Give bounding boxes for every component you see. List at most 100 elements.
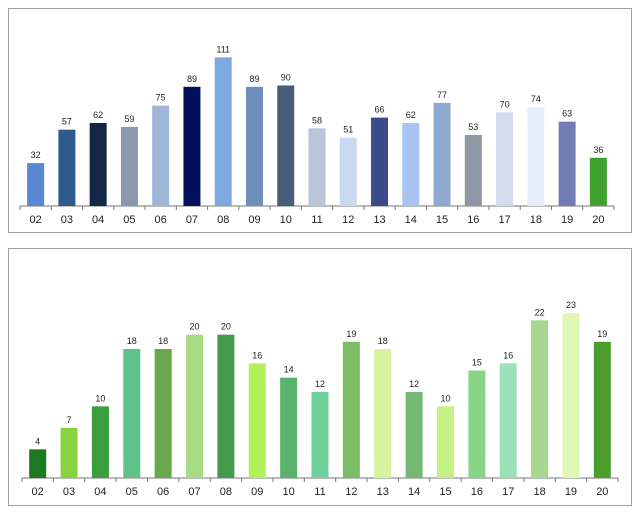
bar-11 <box>311 392 329 478</box>
data-label-14: 62 <box>406 110 416 120</box>
x-tick-label-02: 02 <box>30 214 42 226</box>
x-tick-label-14: 14 <box>405 214 417 226</box>
bar-20 <box>593 341 611 478</box>
x-tick-label-19: 19 <box>565 486 577 498</box>
data-label-04: 10 <box>95 393 105 403</box>
bar-12 <box>339 137 357 206</box>
bar-16 <box>468 370 486 478</box>
x-tick-label-17: 17 <box>502 486 514 498</box>
data-label-10: 90 <box>281 72 291 82</box>
bar-09 <box>248 363 266 478</box>
x-tick-label-15: 15 <box>436 214 448 226</box>
data-label-05: 18 <box>127 336 137 346</box>
data-label-20: 19 <box>597 329 607 339</box>
data-label-08: 111 <box>216 44 230 54</box>
x-tick-label-17: 17 <box>498 214 510 226</box>
bar-06 <box>152 105 170 206</box>
data-label-16: 53 <box>468 122 478 132</box>
data-label-03: 57 <box>62 117 72 127</box>
chart-panel-bottom: 4 02 7 03 10 04 18 05 18 06 20 07 20 08 16 09 14 10 12 11 19… <box>8 248 632 506</box>
data-label-14: 12 <box>409 379 419 389</box>
chart-panel-top: 32 02 57 03 62 04 59 05 75 06 89 07 111 08 89 09 90 10 58 1… <box>8 8 632 233</box>
data-label-04: 62 <box>93 110 103 120</box>
data-label-05: 59 <box>124 114 134 124</box>
x-tick-label-12: 12 <box>342 214 354 226</box>
data-label-12: 51 <box>343 125 353 135</box>
x-tick-label-16: 16 <box>467 214 479 226</box>
x-tick-label-20: 20 <box>592 214 604 226</box>
bar-chart-top: 32 02 57 03 62 04 59 05 75 06 89 07 111 08 89 09 90 10 58 1… <box>19 44 615 226</box>
bar-07 <box>183 86 201 206</box>
data-label-18: 74 <box>531 94 541 104</box>
x-tick-label-13: 13 <box>373 214 385 226</box>
x-tick-label-15: 15 <box>439 486 451 498</box>
data-label-13: 66 <box>375 105 385 115</box>
bar-19 <box>558 121 576 206</box>
x-tick-label-19: 19 <box>561 214 573 226</box>
bar-04 <box>89 122 107 206</box>
data-label-07: 20 <box>190 322 200 332</box>
data-label-10: 14 <box>284 365 294 375</box>
bar-07 <box>186 334 204 478</box>
x-tick-label-09: 09 <box>251 486 263 498</box>
data-label-11: 12 <box>315 379 325 389</box>
bar-20 <box>589 157 607 206</box>
x-tick-label-14: 14 <box>408 486 420 498</box>
bar-09 <box>245 86 263 206</box>
x-tick-label-03: 03 <box>63 486 75 498</box>
data-label-17: 70 <box>500 99 510 109</box>
x-tick-label-08: 08 <box>220 486 232 498</box>
data-label-17: 16 <box>503 350 513 360</box>
bar-14 <box>405 392 423 478</box>
x-tick-label-11: 11 <box>311 214 322 226</box>
bar-10 <box>277 85 295 206</box>
x-tick-label-16: 16 <box>471 486 483 498</box>
bar-05 <box>120 126 138 206</box>
x-tick-label-03: 03 <box>61 214 73 226</box>
x-tick-label-20: 20 <box>596 486 608 498</box>
data-label-03: 7 <box>67 415 72 425</box>
x-tick-label-06: 06 <box>155 214 167 226</box>
bar-18 <box>527 106 545 206</box>
x-tick-label-08: 08 <box>217 214 229 226</box>
data-label-11: 58 <box>312 115 322 125</box>
x-tick-label-10: 10 <box>283 486 295 498</box>
bar-14 <box>402 122 420 206</box>
bar-08 <box>217 334 235 478</box>
data-label-09: 16 <box>252 350 262 360</box>
data-label-12: 19 <box>346 329 356 339</box>
bar-05 <box>123 349 141 478</box>
bar-10 <box>280 377 298 478</box>
x-tick-label-04: 04 <box>94 486 106 498</box>
bar-13 <box>374 349 392 478</box>
bar-03 <box>58 129 76 206</box>
data-label-15: 10 <box>440 393 450 403</box>
bar-06 <box>154 349 172 478</box>
data-label-07: 89 <box>187 74 197 84</box>
data-label-02: 32 <box>31 150 41 160</box>
x-tick-label-07: 07 <box>188 486 200 498</box>
x-tick-label-04: 04 <box>92 214 104 226</box>
data-label-06: 18 <box>158 336 168 346</box>
x-tick-label-02: 02 <box>32 486 44 498</box>
data-label-20: 36 <box>593 145 603 155</box>
data-label-15: 77 <box>437 90 447 100</box>
x-tick-label-07: 07 <box>186 214 198 226</box>
bar-13 <box>371 117 389 206</box>
bar-04 <box>91 406 109 478</box>
data-label-18: 22 <box>535 307 545 317</box>
data-label-06: 75 <box>156 93 166 103</box>
data-label-19: 23 <box>566 300 576 310</box>
x-tick-label-12: 12 <box>345 486 357 498</box>
bar-15 <box>436 406 454 478</box>
bar-18 <box>531 320 549 478</box>
x-tick-label-09: 09 <box>248 214 260 226</box>
x-tick-label-11: 11 <box>314 486 325 498</box>
bar-chart-bottom: 4 02 7 03 10 04 18 05 18 06 20 07 20 08 16 09 14 10 12 11 19… <box>21 300 619 498</box>
data-label-19: 63 <box>562 109 572 119</box>
data-label-09: 89 <box>249 74 259 84</box>
x-tick-label-10: 10 <box>280 214 292 226</box>
bar-02 <box>27 163 45 206</box>
data-label-02: 4 <box>35 436 40 446</box>
x-tick-label-18: 18 <box>533 486 545 498</box>
